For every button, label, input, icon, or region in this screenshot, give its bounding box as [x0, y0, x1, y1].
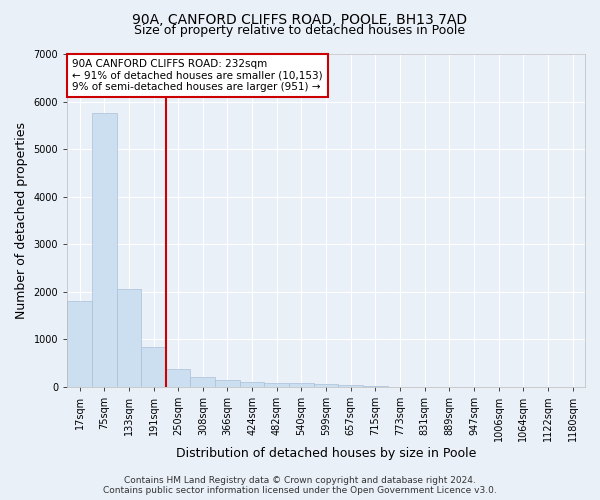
Bar [240, 382, 265, 387]
Text: 90A, CANFORD CLIFFS ROAD, POOLE, BH13 7AD: 90A, CANFORD CLIFFS ROAD, POOLE, BH13 7A… [133, 12, 467, 26]
Bar [363, 386, 388, 387]
Y-axis label: Number of detached properties: Number of detached properties [15, 122, 28, 319]
Bar [166, 370, 190, 387]
Text: 90A CANFORD CLIFFS ROAD: 232sqm
← 91% of detached houses are smaller (10,153)
9%: 90A CANFORD CLIFFS ROAD: 232sqm ← 91% of… [73, 59, 323, 92]
Bar [289, 383, 314, 387]
Bar [265, 382, 289, 387]
Bar [67, 302, 92, 387]
Bar [141, 347, 166, 387]
X-axis label: Distribution of detached houses by size in Poole: Distribution of detached houses by size … [176, 447, 476, 460]
Bar [338, 386, 363, 387]
Bar [92, 114, 116, 387]
Text: Size of property relative to detached houses in Poole: Size of property relative to detached ho… [134, 24, 466, 37]
Bar [314, 384, 338, 387]
Bar [190, 376, 215, 387]
Text: Contains HM Land Registry data © Crown copyright and database right 2024.
Contai: Contains HM Land Registry data © Crown c… [103, 476, 497, 495]
Bar [116, 290, 141, 387]
Bar [215, 380, 240, 387]
